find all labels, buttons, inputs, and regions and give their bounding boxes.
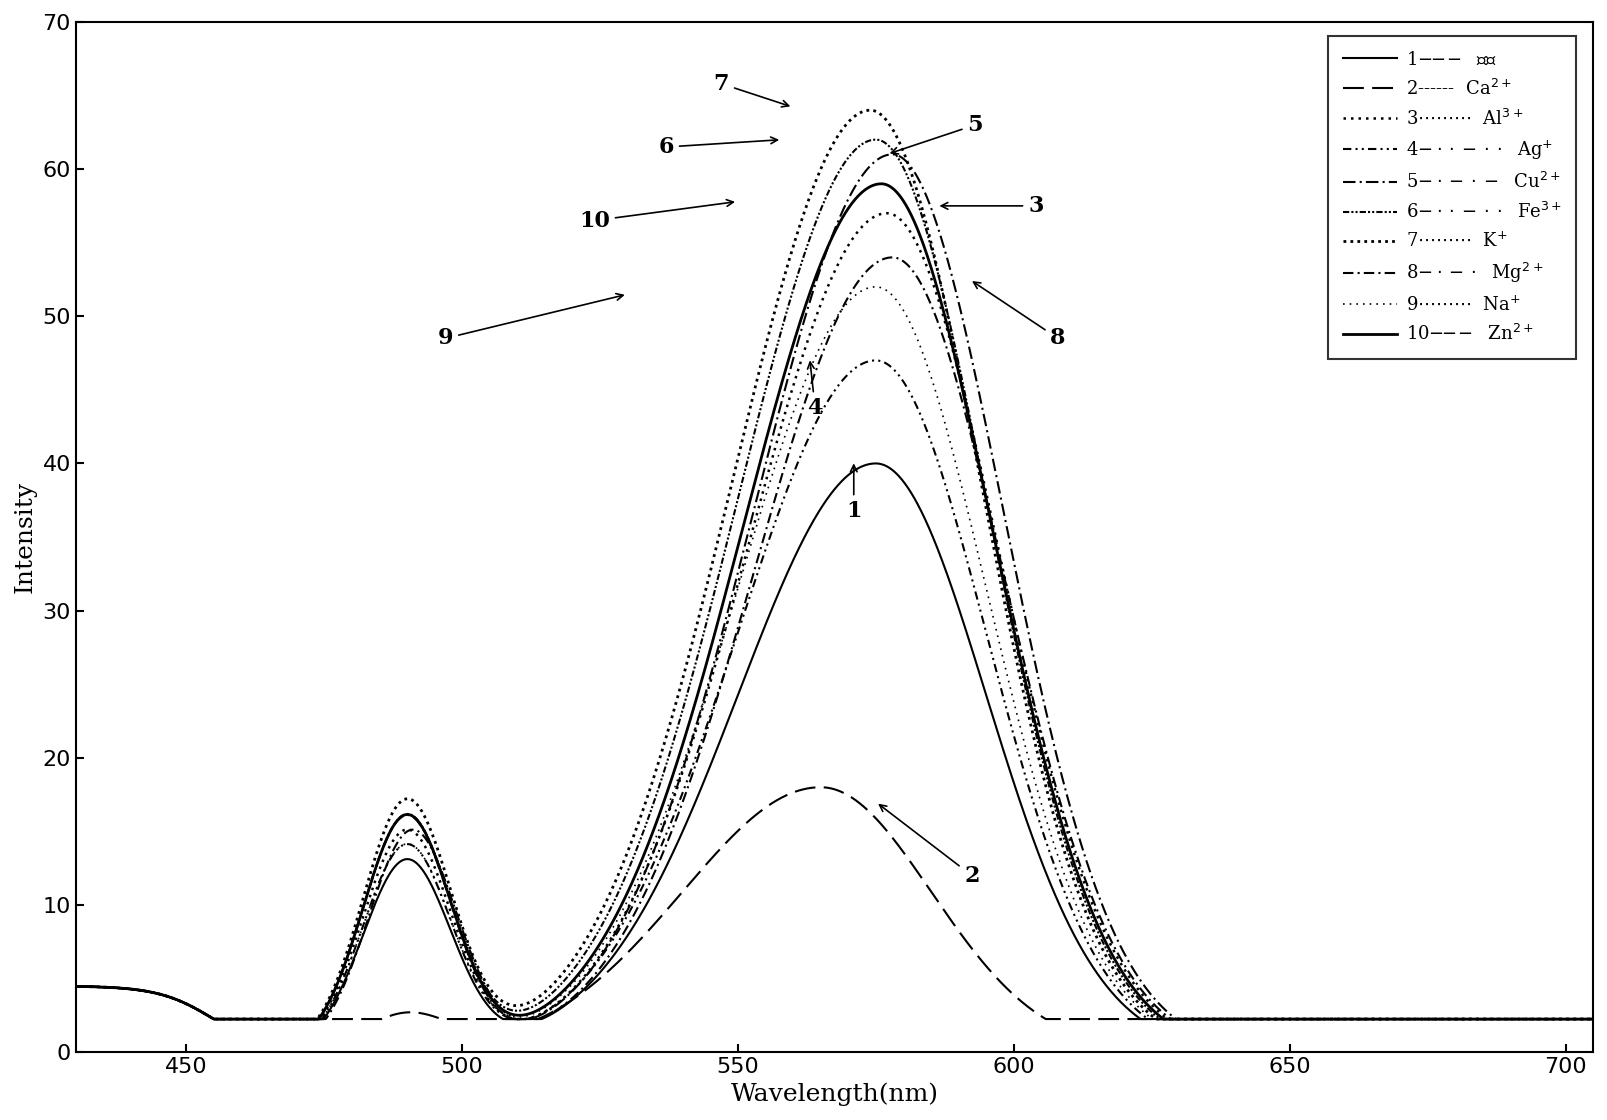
Text: 5: 5 (892, 114, 983, 153)
Text: 8: 8 (974, 282, 1065, 349)
Text: 1: 1 (845, 465, 861, 522)
X-axis label: Wavelength(nm): Wavelength(nm) (731, 1083, 938, 1107)
Text: 7: 7 (714, 73, 789, 106)
Text: 4: 4 (807, 362, 823, 419)
Legend: 1$-\!\!-\!\!-$  探针, 2------  Ca$^{2+}$, 3$\cdots\cdots\cdots$  Al$^{3+}$, 4$-\cd: 1$-\!\!-\!\!-$ 探针, 2------ Ca$^{2+}$, 3$… (1329, 36, 1576, 358)
Y-axis label: Intensity: Intensity (14, 480, 37, 594)
Text: 10: 10 (579, 199, 733, 232)
Text: 3: 3 (942, 195, 1043, 217)
Text: 9: 9 (437, 293, 624, 349)
Text: 6: 6 (659, 136, 778, 158)
Text: 2: 2 (879, 805, 980, 887)
